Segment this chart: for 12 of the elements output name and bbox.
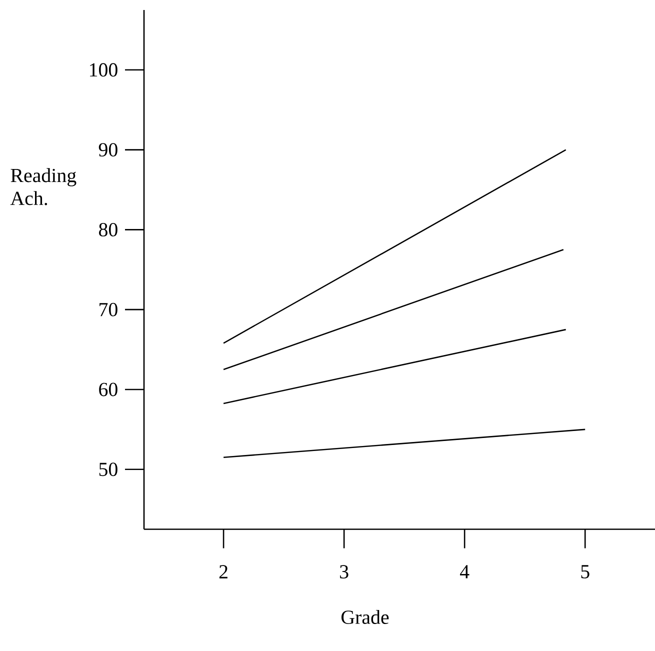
y-tick-label: 50 (99, 462, 118, 476)
x-tick-label: 2 (219, 565, 228, 578)
y-tick-label: 70 (100, 302, 118, 316)
y-tick-label: 80 (99, 222, 118, 236)
x-axis-title: Grade (341, 610, 389, 624)
x-tick-label: 3 (340, 565, 348, 579)
y-tick-label: 60 (99, 382, 118, 396)
x-tick-label: 4 (460, 565, 470, 578)
y-axis-title: Reading Ach. (10, 168, 76, 206)
x-tick-label: 5 (581, 565, 590, 578)
y-tick-label: 90 (98, 143, 118, 157)
y-tick-label: 100 (90, 63, 118, 77)
